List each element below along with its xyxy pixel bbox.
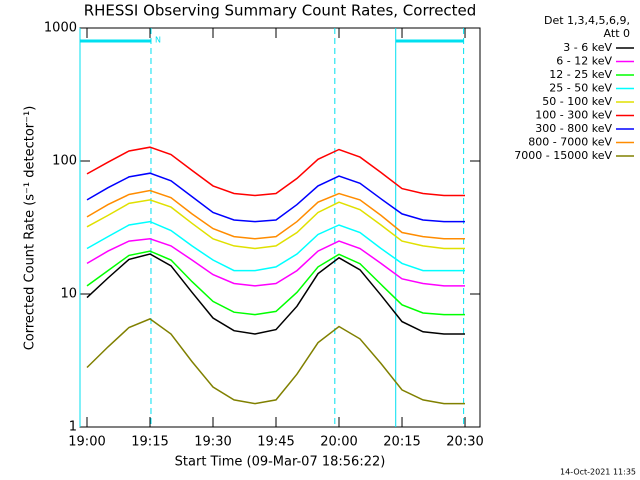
series-line — [86, 189, 465, 240]
x-axis-label: Start Time (09-Mar-07 18:56:22) — [175, 455, 386, 470]
series-line — [86, 172, 465, 223]
y-tick-label: 1 — [69, 420, 77, 435]
legend-label: 300 - 800 keV — [535, 122, 612, 135]
y-tick-label: 1000 — [44, 21, 77, 36]
x-tick-label: 19:30 — [194, 435, 231, 450]
series-line — [86, 253, 465, 335]
footer: 14-Oct-2021 11:35 — [560, 468, 636, 477]
legend-title: Det 1,3,4,5,6,9, — [544, 14, 630, 27]
x-tick-label: 20:30 — [446, 435, 483, 450]
series-line — [86, 250, 465, 316]
series-line — [86, 146, 465, 197]
x-tick-label: 20:15 — [383, 435, 420, 450]
night-label: N — [155, 36, 161, 45]
series-line — [86, 318, 465, 405]
legend-label: 25 - 50 keV — [549, 82, 612, 95]
x-tick-label: 19:45 — [257, 435, 294, 450]
plot-frame — [79, 27, 481, 428]
legend-title: Att 0 — [604, 27, 630, 40]
chart-title: RHESSI Observing Summary Count Rates, Co… — [84, 2, 477, 20]
legend-label: 100 - 300 keV — [535, 109, 612, 122]
y-axis-label: Corrected Count Rate (s⁻¹ detector⁻¹) — [23, 106, 38, 351]
series-line — [86, 220, 465, 272]
legend-label: 3 - 6 keV — [563, 41, 612, 54]
legend-label: 800 - 7000 keV — [528, 136, 612, 149]
x-tick-label: 19:00 — [68, 435, 105, 450]
legend-label: 12 - 25 keV — [549, 68, 612, 81]
legend-label: 50 - 100 keV — [542, 95, 612, 108]
x-tick-label: 19:15 — [131, 435, 168, 450]
y-tick-label: 10 — [60, 287, 77, 302]
series-line — [86, 238, 465, 287]
legend-label: 7000 - 15000 keV — [514, 149, 612, 162]
legend-label: 6 - 12 keV — [556, 55, 612, 68]
y-tick-label: 100 — [52, 154, 77, 169]
x-tick-label: 20:00 — [320, 435, 357, 450]
series-line — [86, 199, 465, 250]
